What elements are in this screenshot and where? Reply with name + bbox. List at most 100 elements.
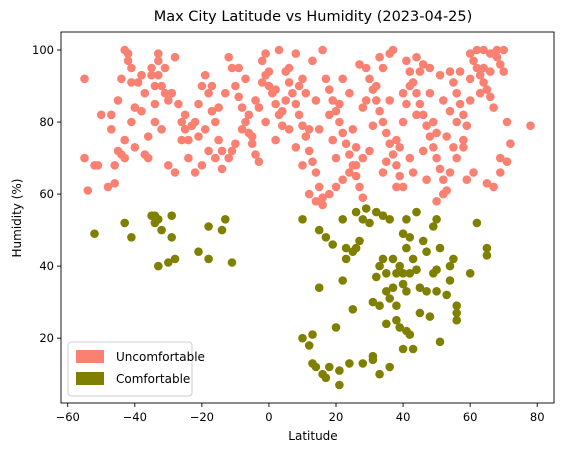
point-uncomfortable-97 <box>398 182 408 192</box>
point-uncomfortable-182 <box>157 125 166 134</box>
point-uncomfortable-166 <box>264 67 274 76</box>
point-uncomfortable-244 <box>489 182 498 192</box>
point-comfortable-99 <box>435 243 445 253</box>
point-uncomfortable-174 <box>211 153 220 163</box>
point-uncomfortable-144 <box>412 52 421 62</box>
point-uncomfortable-57 <box>264 81 274 91</box>
point-comfortable-38 <box>341 254 351 264</box>
point-uncomfortable-21 <box>143 153 153 163</box>
point-uncomfortable-46 <box>227 63 237 73</box>
point-uncomfortable-129 <box>506 139 515 148</box>
point-uncomfortable-152 <box>358 153 368 163</box>
point-uncomfortable-42 <box>211 117 220 127</box>
point-uncomfortable-116 <box>462 121 472 130</box>
point-uncomfortable-90 <box>375 106 384 116</box>
point-uncomfortable-107 <box>432 153 441 163</box>
point-uncomfortable-241 <box>462 175 472 184</box>
point-comfortable-29 <box>321 233 331 242</box>
point-uncomfortable-223 <box>174 99 183 109</box>
point-uncomfortable-243 <box>482 179 492 188</box>
x-axis-label: Latitude <box>288 429 337 443</box>
point-uncomfortable-217 <box>214 103 223 112</box>
point-uncomfortable-209 <box>348 125 358 134</box>
point-uncomfortable-167 <box>257 78 267 87</box>
point-comfortable-89 <box>418 236 428 246</box>
y-axis-ticks: 20 40 60 80 100 <box>32 43 61 345</box>
point-comfortable-18 <box>227 258 237 267</box>
point-uncomfortable-106 <box>429 143 438 152</box>
point-comfortable-97 <box>432 287 441 296</box>
point-uncomfortable-71 <box>311 168 321 177</box>
point-comfortable-43 <box>351 207 361 217</box>
point-uncomfortable-232 <box>107 125 116 134</box>
point-uncomfortable-172 <box>224 153 233 163</box>
point-comfortable-85 <box>412 207 421 217</box>
point-uncomfortable-186 <box>103 182 113 192</box>
point-uncomfortable-35 <box>184 135 193 145</box>
point-uncomfortable-224 <box>167 88 176 98</box>
point-comfortable-65 <box>388 254 398 264</box>
point-uncomfortable-263 <box>247 132 257 141</box>
point-uncomfortable-114 <box>455 99 465 109</box>
point-uncomfortable-168 <box>251 96 260 105</box>
point-uncomfortable-146 <box>398 117 408 127</box>
point-uncomfortable-34 <box>180 125 190 134</box>
point-uncomfortable-55 <box>257 56 267 66</box>
point-uncomfortable-43 <box>214 135 223 145</box>
point-uncomfortable-135 <box>499 45 509 55</box>
point-comfortable-104 <box>452 301 462 311</box>
point-comfortable-56 <box>375 369 384 379</box>
point-comfortable-28 <box>321 373 331 383</box>
point-uncomfortable-246 <box>284 63 294 73</box>
point-uncomfortable-161 <box>298 161 307 170</box>
y-tick-label: 60 <box>39 187 54 201</box>
point-uncomfortable-9 <box>117 74 126 84</box>
point-uncomfortable-269 <box>392 182 401 192</box>
point-comfortable-15 <box>204 254 213 264</box>
point-uncomfortable-257 <box>452 117 462 127</box>
point-uncomfortable-133 <box>486 49 495 58</box>
point-uncomfortable-99 <box>405 67 415 76</box>
point-uncomfortable-5 <box>107 110 116 120</box>
point-uncomfortable-126 <box>496 60 505 69</box>
point-uncomfortable-205 <box>408 168 418 177</box>
point-comfortable-103 <box>449 254 458 264</box>
point-comfortable-100 <box>442 290 452 300</box>
point-uncomfortable-199 <box>455 67 465 76</box>
point-comfortable-57 <box>378 211 388 220</box>
point-uncomfortable-12 <box>123 56 133 66</box>
point-uncomfortable-37 <box>194 99 203 109</box>
point-comfortable-30 <box>325 362 334 372</box>
point-uncomfortable-64 <box>288 88 297 98</box>
point-comfortable-67 <box>392 269 401 278</box>
point-uncomfortable-118 <box>469 56 478 66</box>
point-comfortable-78 <box>402 287 411 296</box>
point-comfortable-72 <box>398 229 408 238</box>
point-uncomfortable-73 <box>318 193 327 202</box>
point-uncomfortable-138 <box>452 153 462 163</box>
point-uncomfortable-240 <box>449 143 458 152</box>
point-uncomfortable-153 <box>351 161 361 170</box>
point-uncomfortable-140 <box>439 189 448 199</box>
point-uncomfortable-196 <box>388 45 398 55</box>
point-uncomfortable-108 <box>435 164 445 174</box>
point-uncomfortable-163 <box>284 125 294 134</box>
point-comfortable-20 <box>298 333 307 343</box>
point-uncomfortable-185 <box>117 150 126 159</box>
points-layer <box>80 45 535 390</box>
point-uncomfortable-111 <box>445 67 455 76</box>
point-uncomfortable-125 <box>492 52 502 62</box>
point-comfortable-81 <box>405 269 415 278</box>
point-comfortable-105 <box>452 308 462 318</box>
point-comfortable-22 <box>308 330 317 339</box>
point-uncomfortable-26 <box>154 56 163 66</box>
point-uncomfortable-0 <box>80 74 89 84</box>
chart-title: Max City Latitude vs Humidity (2023-04-2… <box>154 9 473 25</box>
point-uncomfortable-72 <box>314 182 324 192</box>
point-uncomfortable-157 <box>325 189 334 199</box>
point-comfortable-7 <box>157 225 166 235</box>
point-uncomfortable-142 <box>425 63 435 73</box>
point-uncomfortable-262 <box>261 117 270 127</box>
point-uncomfortable-39 <box>200 70 210 80</box>
point-uncomfortable-50 <box>241 117 250 127</box>
